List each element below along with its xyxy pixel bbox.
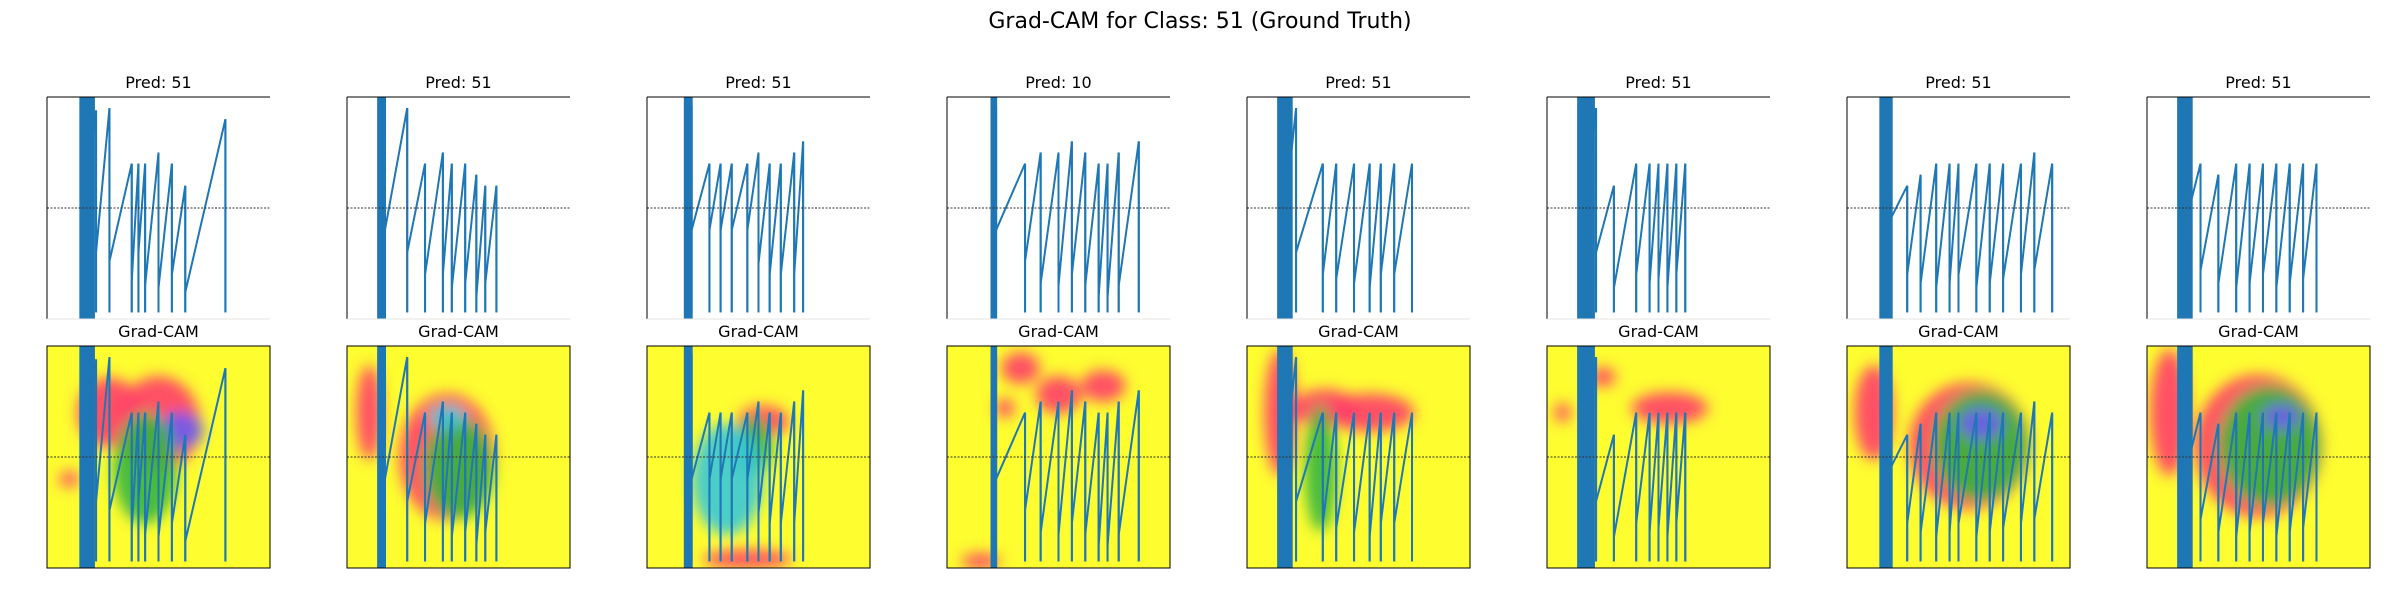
heat-blob-red [961, 553, 1000, 568]
gradcam-plot-area-1 [47, 346, 270, 568]
signal-panel-title: Pred: 51 [125, 73, 191, 92]
heat-blob-green [1304, 404, 1337, 532]
gradcam-frame [1846, 345, 2071, 569]
gradcam-panel-3: Grad-CAM [646, 322, 871, 569]
gradcam-panel-4: Grad-CAM [946, 322, 1171, 569]
gradcam-panel-1: Grad-CAM [46, 322, 271, 569]
signal-4-series-line [995, 105, 1140, 313]
signal-panel-title: Pred: 10 [1025, 73, 1091, 92]
heat-blob-blue [1958, 407, 2004, 440]
signal-panel-title: Pred: 51 [1325, 73, 1391, 92]
gradcam-panel-2: Grad-CAM [346, 322, 571, 569]
signal-panel-6: Pred: 51 [1546, 73, 1770, 320]
signal-panel-7: Pred: 51 [1846, 73, 2070, 320]
gradcam-frame [346, 345, 571, 569]
gradcam-panel-5: Grad-CAM [1246, 322, 1471, 569]
heat-blob-red [1080, 370, 1126, 402]
gradcam-panel-title: Grad-CAM [1018, 322, 1099, 341]
signal-5-series-line [1281, 105, 1414, 313]
signal-panel-8: Pred: 51 [2146, 73, 2370, 320]
heat-blob-cyan [428, 404, 467, 430]
signal-panel-title: Pred: 51 [725, 73, 791, 92]
heat-blob-blue [2261, 404, 2300, 430]
signal-panel-title: Pred: 51 [425, 73, 491, 92]
heat-blob-red [1001, 352, 1040, 385]
panel-grid: Pred: 51 Grad-CAM Pred: 51 Grad-CAM Pred: 51… [46, 73, 2371, 569]
signal-panel-5: Pred: 51 [1246, 73, 1470, 320]
heat-blob-red [59, 471, 79, 488]
gradcam-frame [46, 345, 271, 569]
signal-plot-area-4 [990, 97, 1140, 319]
heat-blob-red [356, 365, 383, 461]
signal-panel-title: Pred: 51 [1625, 73, 1691, 92]
signal-panel-2: Pred: 51 [346, 73, 570, 320]
gradcam-frame [946, 345, 1171, 569]
signal-panel-4: Pred: 10 [946, 73, 1170, 320]
heat-blob-green [2218, 385, 2321, 507]
heat-blob-red [1554, 403, 1571, 423]
heat-blob-red [995, 398, 1015, 418]
gradcam-frame [1546, 345, 1771, 569]
figure-suptitle: Grad-CAM for Class: 51 (Ground Truth) [988, 9, 1411, 34]
gradcam-panel-title: Grad-CAM [2218, 322, 2299, 341]
gradcam-panel-6: Grad-CAM [1546, 322, 1771, 569]
gradcam-plot-area-4 [947, 346, 1170, 568]
signal-2-series-line [383, 105, 498, 313]
signal-panel-title: Pred: 51 [1925, 73, 1991, 92]
signal-panel-1: Pred: 51 [46, 73, 270, 320]
signal-plot-area-8 [2177, 97, 2318, 319]
gradcam-frame [2146, 345, 2371, 569]
gradcam-frame [646, 345, 871, 569]
gradcam-panel-title: Grad-CAM [118, 322, 199, 341]
signal-plot-area-5 [1277, 97, 1414, 319]
gradcam-panel-7: Grad-CAM [1846, 322, 2071, 569]
signal-plot-area-2 [377, 97, 498, 319]
signal-plot-area-7 [1879, 97, 2054, 319]
signal-panel-title: Pred: 51 [2225, 73, 2291, 92]
heat-blob-green [1933, 390, 2029, 502]
signal-plot-area-1 [79, 97, 227, 319]
signal-panel-3: Pred: 51 [646, 73, 870, 320]
gradcam-panel-title: Grad-CAM [1918, 322, 1999, 341]
gradcam-frame [1246, 345, 1471, 569]
heat-blob-red [1631, 392, 1708, 425]
gradcam-panel-8: Grad-CAM [2146, 322, 2371, 569]
gradcam-panel-title: Grad-CAM [418, 322, 499, 341]
signal-6-series-line [1581, 105, 1687, 313]
gradcam-panel-title: Grad-CAM [1618, 322, 1699, 341]
gradcam-panel-title: Grad-CAM [718, 322, 799, 341]
signal-1-series-line [81, 105, 227, 313]
gradcam-panel-title: Grad-CAM [1318, 322, 1399, 341]
